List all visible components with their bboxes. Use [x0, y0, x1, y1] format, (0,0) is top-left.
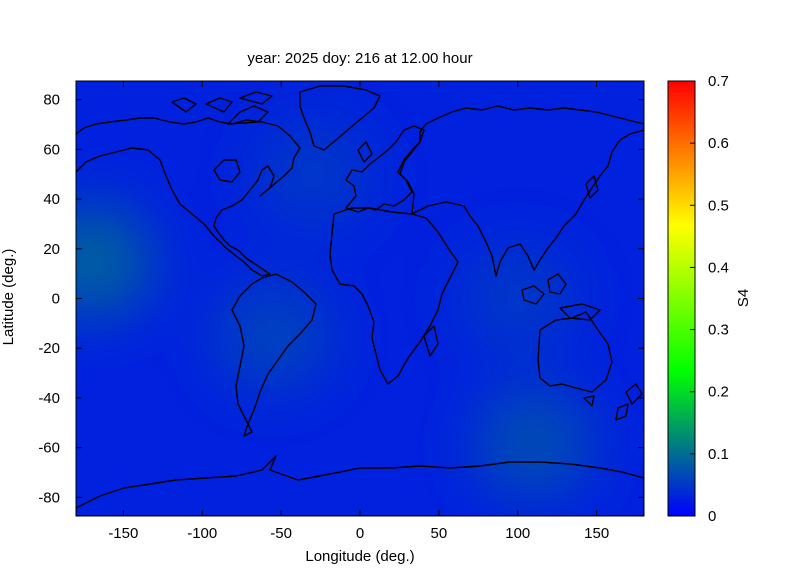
s4-feature-1 — [213, 280, 334, 391]
colorbar-tick-label: 0 — [708, 508, 716, 525]
y-tick-label: 60 — [43, 141, 60, 158]
s4-feature-3 — [252, 119, 373, 230]
y-tick-label: -20 — [38, 340, 60, 357]
chart-title: year: 2025 doy: 216 at 12.00 hour — [247, 50, 472, 67]
colorbar-tick-label: 0.1 — [708, 446, 729, 463]
map-plot-area — [76, 81, 644, 516]
coastlines — [76, 85, 644, 516]
x-tick-label: -150 — [108, 525, 138, 542]
colorbar-tick-label: 0.5 — [708, 197, 729, 214]
colorbar-tick-label: 0.4 — [708, 259, 729, 276]
x-tick-label: 100 — [505, 525, 530, 542]
x-tick-label: -50 — [270, 525, 292, 542]
colorbar — [667, 80, 696, 517]
s4-feature-2 — [473, 387, 594, 498]
x-axis-label: Longitude (deg.) — [305, 548, 414, 565]
colorbar-tick-label: 0.6 — [708, 135, 729, 152]
y-axis: -80 -60 -40 -20 0 20 40 60 80 — [38, 92, 644, 506]
colorbar-tick-label: 0.2 — [708, 384, 729, 401]
y-tick-label: 20 — [43, 241, 60, 258]
colorbar-label: S4 — [735, 289, 752, 307]
y-tick-label: -80 — [38, 489, 60, 506]
y-tick-label: 80 — [43, 92, 60, 109]
y-axis-label: Latitude (deg.) — [0, 249, 17, 346]
y-tick-label: 0 — [52, 291, 60, 308]
x-tick-label: 50 — [431, 525, 448, 542]
s4-feature-4 — [457, 243, 578, 354]
x-tick-label: -100 — [187, 525, 217, 542]
colorbar-axis: 0 0.1 0.2 0.3 0.4 0.5 0.6 0.7 — [690, 73, 729, 525]
y-tick-label: 40 — [43, 191, 60, 208]
colorbar-tick-label: 0.7 — [708, 73, 729, 90]
y-tick-label: -40 — [38, 390, 60, 407]
x-axis: -150 -100 -50 0 50 100 150 — [108, 81, 609, 542]
colorbar-tick-label: 0.3 — [708, 322, 729, 339]
s4-feature-0 — [76, 206, 152, 317]
y-tick-label: -60 — [38, 440, 60, 457]
x-tick-label: 0 — [356, 525, 364, 542]
x-tick-label: 150 — [584, 525, 609, 542]
s4-features — [76, 119, 594, 498]
